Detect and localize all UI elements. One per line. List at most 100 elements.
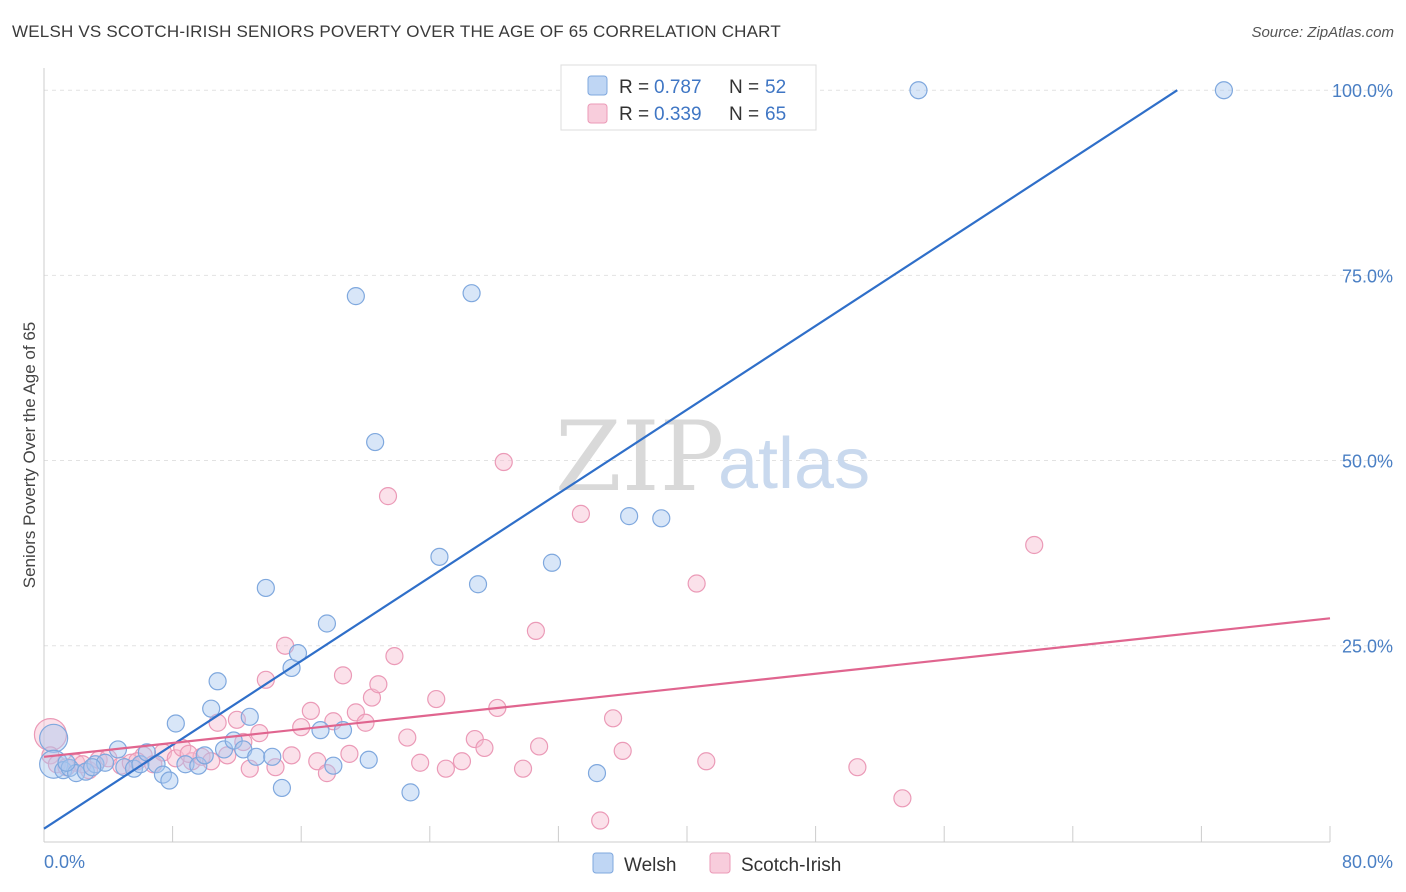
scotch-irish-point <box>526 621 545 641</box>
welsh-point <box>324 756 343 775</box>
welsh-point <box>620 507 639 526</box>
welsh-point <box>166 714 185 733</box>
welsh-point <box>542 553 562 572</box>
scotch-irish-points <box>33 452 1044 830</box>
welsh-point <box>272 778 292 798</box>
welsh-point <box>256 578 275 598</box>
welsh-point <box>83 758 102 777</box>
welsh-point <box>401 783 420 802</box>
welsh-point <box>247 747 266 766</box>
scotch-irish-point <box>893 789 912 808</box>
scotch-irish-point <box>530 737 549 756</box>
scotch-irish-point <box>179 744 198 763</box>
scotch-irish-point <box>369 675 388 694</box>
source-label: Source: ZipAtlas.com <box>1251 24 1394 41</box>
scotch-irish-point <box>613 741 632 760</box>
bottom-legend-welsh-label: Welsh <box>624 855 676 876</box>
scotch-irish-point <box>571 504 591 523</box>
welsh-point <box>359 750 378 769</box>
welsh-point <box>468 575 488 594</box>
grid-layer <box>44 89 1394 647</box>
welsh-point <box>311 721 330 740</box>
y-tick-label-50: 50.0% <box>1342 452 1393 472</box>
scotch-irish-point <box>378 487 398 506</box>
legend-welsh-r-value: 0.787 <box>654 77 702 98</box>
scotch-irish-point <box>452 752 472 771</box>
scotch-irish-point <box>398 728 417 747</box>
y-tick-labels: 25.0% 50.0% 75.0% 100.0% <box>1332 81 1393 657</box>
y-tick-label-100: 100.0% <box>1332 81 1393 101</box>
scotch-irish-trend-line <box>43 617 1331 758</box>
welsh-point <box>86 755 105 774</box>
welsh-points <box>39 81 1234 802</box>
welsh-point <box>652 509 671 528</box>
welsh-point <box>263 747 282 766</box>
legend-welsh-swatch <box>587 75 608 96</box>
scotch-irish-point <box>697 752 716 771</box>
scotch-irish-point <box>340 744 359 763</box>
legend-scotch-irish-r-label: R = <box>619 104 649 125</box>
scotch-irish-point <box>436 759 455 778</box>
welsh-point <box>288 644 308 663</box>
scotch-irish-point <box>475 738 494 758</box>
welsh-point <box>240 707 259 726</box>
scotch-irish-point <box>333 666 353 685</box>
welsh-point <box>202 699 221 718</box>
scotch-irish-point <box>301 701 320 721</box>
welsh-point <box>195 746 214 765</box>
scotch-irish-point <box>687 574 706 593</box>
scotch-irish-point <box>513 759 533 778</box>
bottom-legend-scotch-irish-swatch <box>709 852 731 874</box>
trend-lines <box>43 89 1331 830</box>
welsh-point <box>189 756 208 775</box>
scotch-irish-point <box>385 646 404 666</box>
welsh-point <box>346 287 365 306</box>
welsh-trend-line <box>43 89 1178 830</box>
welsh-point <box>57 753 76 772</box>
welsh-point <box>366 432 385 452</box>
legend-welsh-n-label: N = <box>729 77 759 98</box>
scotch-irish-point <box>282 746 301 765</box>
welsh-point <box>208 672 227 691</box>
legend-box: R = 0.787 N = 52 R = 0.339 N = 65 <box>560 64 817 131</box>
chart-title: WELSH VS SCOTCH-IRISH SENIORS POVERTY OV… <box>12 22 781 41</box>
legend-scotch-irish-r-value: 0.339 <box>654 104 702 125</box>
scotch-irish-point <box>240 759 259 778</box>
axes-layer <box>43 68 1331 843</box>
scotch-irish-point <box>603 709 623 728</box>
scotch-irish-point <box>234 732 253 752</box>
scotch-irish-point <box>266 758 285 777</box>
legend-scotch-irish-n-label: N = <box>729 104 759 125</box>
y-axis-label: Seniors Poverty Over the Age of 65 <box>20 322 39 588</box>
scotch-irish-point <box>292 718 311 737</box>
bottom-legend-scotch-irish-label: Scotch-Irish <box>741 855 841 876</box>
legend-welsh-r-label: R = <box>619 77 649 98</box>
scotch-irish-point <box>427 689 446 709</box>
welsh-point <box>1214 81 1234 100</box>
legend-scotch-irish-n-value: 65 <box>765 104 786 125</box>
welsh-point <box>587 764 607 783</box>
watermark-zip-text: ZIP <box>555 401 724 513</box>
x-tick-label-max: 80.0% <box>1342 852 1393 872</box>
scotch-irish-point <box>1025 535 1044 555</box>
scotch-irish-point <box>411 753 430 772</box>
scotch-irish-point <box>591 811 610 830</box>
welsh-point <box>430 547 449 566</box>
bottom-legend: Welsh Scotch-Irish <box>592 852 841 876</box>
x-tick-label-min: 0.0% <box>44 852 85 872</box>
welsh-point <box>909 81 928 100</box>
bottom-legend-welsh-swatch <box>592 852 614 874</box>
y-tick-label-25: 25.0% <box>1342 637 1393 657</box>
watermark-atlas-text: atlas <box>718 424 870 504</box>
legend-scotch-irish-swatch <box>587 103 608 124</box>
scotch-irish-point <box>848 758 867 777</box>
watermark: ZIP atlas <box>555 401 870 513</box>
scotch-irish-point <box>494 452 513 472</box>
welsh-point <box>462 284 481 303</box>
welsh-point <box>39 723 69 753</box>
welsh-point <box>160 771 179 790</box>
scotch-irish-point <box>317 764 337 783</box>
y-tick-label-75: 75.0% <box>1342 266 1393 286</box>
legend-welsh-n-value: 52 <box>765 77 786 98</box>
